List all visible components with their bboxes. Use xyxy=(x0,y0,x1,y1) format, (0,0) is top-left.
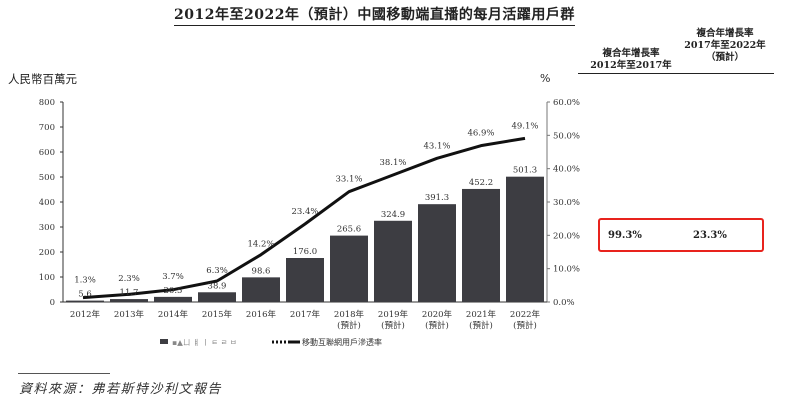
bar-value-label: 98.6 xyxy=(252,266,271,276)
x-axis-tick-label: 2016年 xyxy=(246,309,277,320)
x-axis-tick-label: 2019年 xyxy=(378,309,409,320)
cagr-header-line: （預計） xyxy=(705,52,744,63)
cagr-value-2012-2017: 99.3% xyxy=(608,230,642,241)
x-axis-tick-label: (預計) xyxy=(513,320,537,331)
bar-value-label: 176.0 xyxy=(293,247,317,257)
x-axis-tick-label: 2021年 xyxy=(466,309,497,320)
left-axis-tick-label: 300 xyxy=(39,223,55,233)
bar-value-label: 20.5 xyxy=(164,286,183,296)
line-value-label: 6.3% xyxy=(206,266,228,276)
source-note: 資料來源：弗若斯特沙利文報告 xyxy=(19,382,223,397)
cagr-header-line: 2017年至2022年 xyxy=(684,40,766,51)
bar-value-label: 5.6 xyxy=(78,290,92,300)
cagr-header-line: 複合年增長率 xyxy=(602,48,660,59)
legend-bar-swatch xyxy=(160,339,168,344)
left-axis-tick-label: 100 xyxy=(39,273,55,283)
right-axis-tick-label: 60.0% xyxy=(553,98,580,108)
cagr-value-2017-2022: 23.3% xyxy=(693,230,727,241)
bar xyxy=(462,188,500,302)
x-axis-tick-label: (預計) xyxy=(381,320,405,331)
line-value-label: 38.1% xyxy=(379,158,406,168)
cagr-header-2017-2022: 複合年增長率 2017年至2022年 （預計） xyxy=(682,28,768,64)
x-axis-tick-label: 2018年 xyxy=(334,309,365,320)
cagr-header-line: 複合年增長率 xyxy=(696,28,754,39)
x-axis-tick-label: (預計) xyxy=(425,320,449,331)
left-axis-tick-label: 400 xyxy=(39,198,55,208)
left-axis-tick-label: 0 xyxy=(50,298,55,308)
bar-value-label: 11.7 xyxy=(120,288,139,298)
x-axis-tick-label: 2020年 xyxy=(422,309,453,320)
line-value-label: 49.1% xyxy=(511,121,538,131)
right-axis-tick-label: 20.0% xyxy=(553,231,580,241)
source-divider xyxy=(18,373,110,374)
left-axis-unit: 人民幣百萬元 xyxy=(8,72,77,86)
legend-line-label: 移動互聯網用戶滲透率 xyxy=(302,337,382,347)
bar xyxy=(110,299,148,302)
bar-value-label: 501.3 xyxy=(513,166,537,176)
right-axis-tick-label: 40.0% xyxy=(553,165,580,175)
right-axis-tick-label: 30.0% xyxy=(553,198,580,208)
x-axis-tick-label: (預計) xyxy=(469,320,493,331)
chart-title: 2012年至2022年（預計）中國移動端直播的每月活躍用戶群 xyxy=(174,4,575,26)
combo-chart: 0 100 200 300 400 500 600 700 800 0.0% 10.0% 20.0% 3… xyxy=(39,98,580,347)
x-axis-tick-label: 2013年 xyxy=(114,309,145,320)
line-value-label: 33.1% xyxy=(335,175,362,185)
bar xyxy=(66,300,104,302)
line-value-label: 14.2% xyxy=(247,240,274,250)
bar xyxy=(506,176,544,302)
bar xyxy=(198,292,236,302)
left-axis-tick-label: 700 xyxy=(39,123,55,133)
cagr-header-2012-2017: 複合年增長率 2012年至2017年 xyxy=(588,48,674,72)
right-axis-unit: % xyxy=(540,72,551,85)
legend-bar-label: ▪▲ㄩ ㅒ ㅣ ㅌ ㄹ ㅂ xyxy=(172,338,237,347)
x-axis-tick-label: 2017年 xyxy=(290,309,321,320)
left-axis-tick-label: 200 xyxy=(39,248,55,258)
bar xyxy=(374,220,412,302)
line-value-label: 2.3% xyxy=(118,274,140,284)
bar-value-label: 452.2 xyxy=(469,178,493,188)
left-axis-tick-label: 500 xyxy=(39,173,55,183)
line-value-label: 43.1% xyxy=(423,141,450,151)
x-axis-tick-label: 2022年 xyxy=(510,309,541,320)
x-axis-tick-label: 2015年 xyxy=(202,309,233,320)
right-axis-tick-label: 50.0% xyxy=(553,131,580,141)
bar-value-label: 265.6 xyxy=(337,225,361,235)
cagr-highlight-box xyxy=(598,218,764,252)
cagr-header-line: 2012年至2017年 xyxy=(590,60,672,71)
cagr-header-rule xyxy=(578,73,774,74)
x-axis-tick-label: 2014年 xyxy=(158,309,189,320)
bar-value-label: 324.9 xyxy=(381,210,405,220)
line-value-label: 1.3% xyxy=(74,276,96,286)
line-value-label: 23.4% xyxy=(291,207,318,217)
x-axis-tick-label: (預計) xyxy=(337,320,361,331)
bar-value-label: 38.9 xyxy=(208,281,227,291)
bar xyxy=(242,277,280,302)
line-value-label: 3.7% xyxy=(162,272,184,282)
bar xyxy=(418,204,456,302)
x-axis-tick-label: 2012年 xyxy=(70,309,101,320)
right-axis-tick-label: 10.0% xyxy=(553,265,580,275)
left-axis-tick-label: 600 xyxy=(39,148,55,158)
bar xyxy=(154,296,192,302)
bar-value-label: 391.3 xyxy=(425,193,449,203)
bar xyxy=(286,258,324,302)
bar xyxy=(330,235,368,302)
line-value-label: 46.9% xyxy=(467,129,494,139)
right-axis-tick-label: 0.0% xyxy=(553,298,575,308)
left-axis-tick-label: 800 xyxy=(39,98,55,108)
